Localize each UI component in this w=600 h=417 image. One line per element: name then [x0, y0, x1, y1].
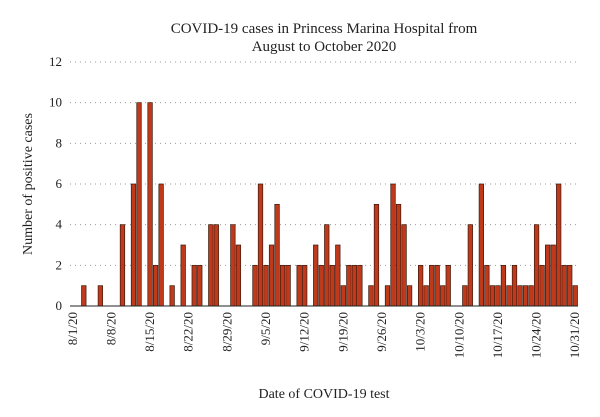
bar	[429, 264, 435, 307]
bar	[500, 264, 507, 307]
bar	[263, 264, 269, 307]
bar	[522, 285, 529, 307]
bar	[147, 102, 153, 307]
x-tick-label: 10/17/20	[490, 312, 505, 358]
bar	[152, 264, 159, 307]
bar	[467, 224, 473, 307]
x-tick-label: 8/1/20	[65, 312, 80, 345]
bar	[418, 264, 424, 307]
bar	[550, 244, 556, 307]
bar	[511, 264, 518, 307]
bar	[390, 183, 396, 307]
bar	[268, 244, 275, 307]
bar	[230, 224, 236, 307]
x-tick-label: 8/15/20	[142, 312, 157, 352]
bar	[440, 285, 446, 307]
y-tick-label: 4	[56, 217, 63, 232]
chart-title-line-1: COVID-19 cases in Princess Marina Hospit…	[171, 21, 478, 37]
bar	[257, 183, 264, 307]
x-tick-label: 10/31/20	[567, 312, 582, 358]
y-tick-label: 0	[56, 298, 63, 313]
bar	[81, 285, 87, 307]
bar	[528, 285, 534, 307]
bar	[401, 224, 407, 307]
bar	[489, 285, 496, 307]
bar	[136, 102, 142, 307]
bar	[434, 264, 440, 307]
x-tick-label: 8/8/20	[103, 312, 118, 345]
bar	[213, 224, 219, 307]
bar	[119, 224, 126, 307]
bar	[368, 285, 374, 307]
x-tick-label: 9/12/20	[297, 312, 312, 352]
bar	[384, 285, 391, 307]
y-tick-label: 8	[56, 135, 63, 150]
bar	[252, 264, 258, 307]
bar	[561, 264, 567, 307]
bar	[478, 183, 484, 307]
bar	[351, 264, 357, 307]
bar	[346, 264, 352, 307]
bar	[423, 285, 429, 307]
bar	[313, 244, 319, 307]
bar	[462, 285, 468, 307]
bar	[197, 264, 203, 307]
bar	[517, 285, 523, 307]
y-axis-label: Number of positive cases	[21, 113, 36, 255]
y-tick-label: 2	[56, 257, 63, 272]
x-tick-label: 9/19/20	[335, 312, 350, 352]
bar	[191, 264, 197, 307]
bar	[340, 285, 346, 307]
bar	[495, 285, 501, 307]
bar	[373, 203, 380, 307]
y-axis-ticks: 0 2 4 6 8 10 12	[49, 54, 63, 313]
bar	[395, 203, 402, 307]
bar	[572, 285, 578, 307]
x-tick-label: 10/24/20	[529, 312, 544, 358]
bar	[445, 264, 451, 307]
x-tick-label: 9/5/20	[258, 312, 273, 345]
bar	[235, 244, 242, 307]
bar	[296, 264, 302, 307]
bar	[545, 244, 551, 307]
y-tick-label: 10	[49, 95, 62, 110]
bar	[318, 264, 324, 307]
bar	[357, 264, 363, 307]
bar	[533, 224, 540, 307]
bar	[406, 285, 413, 307]
chart-title-line-2: August to October 2020	[252, 39, 397, 55]
x-tick-label: 9/26/20	[374, 312, 389, 352]
bar	[208, 224, 214, 307]
bar	[97, 285, 103, 307]
bar	[506, 285, 512, 307]
bar	[180, 244, 186, 307]
x-tick-label: 8/22/20	[181, 312, 196, 352]
bar	[169, 285, 175, 307]
bar	[556, 183, 562, 307]
x-tick-label: 10/3/20	[413, 312, 428, 352]
bars	[81, 102, 578, 307]
x-axis-ticks: 8/1/20 8/8/20 8/15/20 8/22/20 8/29/20 9/5/20 9…	[65, 312, 582, 358]
bar	[130, 183, 137, 307]
bar	[324, 224, 330, 307]
bar	[335, 244, 341, 307]
y-tick-label: 6	[56, 176, 63, 191]
bar	[285, 264, 291, 307]
x-tick-label: 10/10/20	[451, 312, 466, 358]
bar	[158, 183, 164, 307]
bar	[302, 264, 308, 307]
bar	[484, 264, 490, 307]
bar	[539, 264, 545, 307]
x-axis-label: Date of COVID-19 test	[258, 387, 389, 402]
x-tick-label: 8/29/20	[219, 312, 234, 352]
bar	[567, 264, 573, 307]
y-tick-label: 12	[49, 54, 62, 69]
bar	[274, 203, 280, 307]
gridlines	[70, 61, 578, 266]
bar	[329, 264, 335, 307]
bar	[279, 264, 286, 307]
